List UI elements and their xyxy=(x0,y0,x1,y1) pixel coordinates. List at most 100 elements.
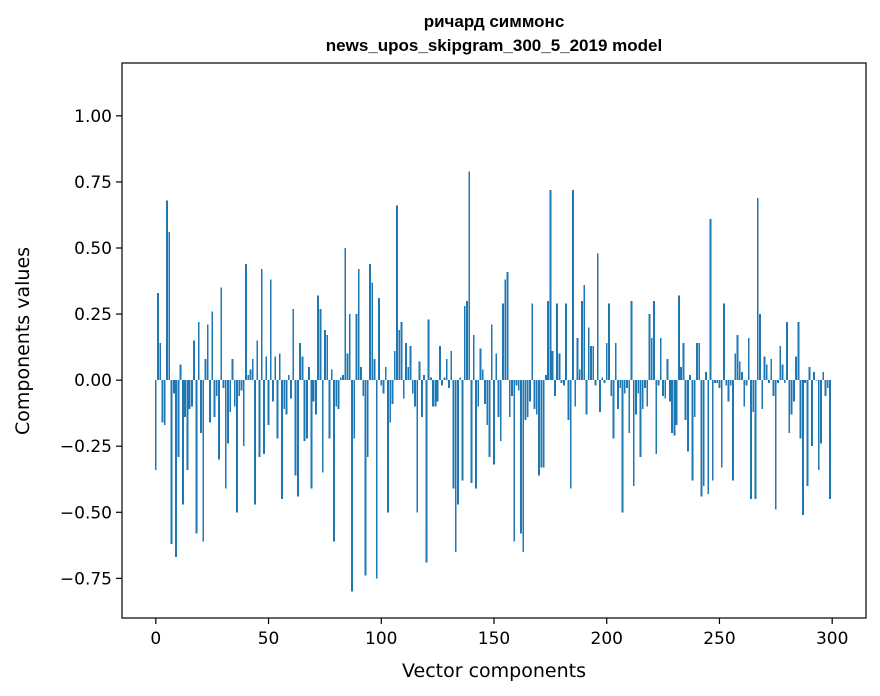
bar-54 xyxy=(276,380,279,439)
bar-30 xyxy=(222,380,225,389)
bar-261 xyxy=(743,380,746,407)
x-tick-label: 300 xyxy=(816,629,848,649)
bar-80 xyxy=(335,380,338,407)
bar-254 xyxy=(727,380,730,402)
bar-99 xyxy=(378,298,380,381)
bar-9 xyxy=(175,380,178,558)
bar-219 xyxy=(648,314,651,381)
bar-16 xyxy=(190,380,193,407)
bar-201 xyxy=(608,303,610,381)
bar-68 xyxy=(308,366,311,381)
bar-181 xyxy=(562,380,565,386)
x-tick-label: 200 xyxy=(591,629,623,649)
bar-5 xyxy=(166,200,168,381)
bar-234 xyxy=(682,343,685,381)
bar-215 xyxy=(639,380,642,457)
bar-262 xyxy=(745,380,748,386)
bar-110 xyxy=(402,380,405,399)
bar-77 xyxy=(328,380,331,439)
bar-273 xyxy=(770,359,773,381)
x-tick-label: 0 xyxy=(150,629,161,649)
x-tick-label: 150 xyxy=(478,629,510,649)
bar-145 xyxy=(481,369,484,381)
x-tick-label: 250 xyxy=(703,629,735,649)
bar-0 xyxy=(154,380,157,470)
bar-4 xyxy=(163,380,166,426)
bar-75 xyxy=(324,329,326,381)
bar-185 xyxy=(572,189,574,381)
bar-202 xyxy=(610,380,613,396)
bar-223 xyxy=(657,380,660,386)
bar-129 xyxy=(445,359,448,381)
bar-41 xyxy=(247,374,250,381)
bar-275 xyxy=(774,380,777,510)
bar-170 xyxy=(538,380,540,476)
bar-125 xyxy=(436,380,439,402)
bar-87 xyxy=(351,380,353,592)
bar-240 xyxy=(696,343,698,381)
bar-115 xyxy=(414,380,416,407)
y-tick-label: −0.50 xyxy=(60,503,112,523)
bar-228 xyxy=(668,380,671,402)
bar-180 xyxy=(560,380,563,383)
bar-284 xyxy=(795,356,798,381)
bar-17 xyxy=(193,340,196,381)
bar-220 xyxy=(650,337,653,381)
bar-296 xyxy=(822,372,825,381)
bar-49 xyxy=(265,356,268,381)
bar-163 xyxy=(522,380,525,552)
bar-225 xyxy=(662,380,664,396)
bar-227 xyxy=(666,359,669,381)
bar-179 xyxy=(558,353,561,381)
bar-56 xyxy=(281,380,283,500)
bar-217 xyxy=(644,380,646,389)
bar-187 xyxy=(576,337,579,381)
bar-208 xyxy=(623,380,626,394)
bar-134 xyxy=(457,380,459,505)
bar-89 xyxy=(355,314,358,381)
bar-113 xyxy=(409,345,412,381)
bar-140 xyxy=(470,380,473,484)
bar-139 xyxy=(468,171,471,381)
bar-263 xyxy=(747,337,750,381)
bar-70 xyxy=(312,380,315,402)
bar-116 xyxy=(416,380,419,513)
bar-120 xyxy=(425,380,428,563)
bar-177 xyxy=(553,380,556,396)
bar-43 xyxy=(251,359,254,381)
bar-13 xyxy=(184,380,187,418)
bar-203 xyxy=(612,380,615,439)
bar-105 xyxy=(391,380,394,404)
bar-146 xyxy=(484,380,486,404)
bar-211 xyxy=(630,300,633,381)
chart-subtitle: news_upos_skipgram_300_5_2019 model xyxy=(326,36,662,55)
bar-214 xyxy=(637,380,640,394)
bar-299 xyxy=(829,380,831,500)
bar-22 xyxy=(204,359,207,381)
bar-209 xyxy=(626,380,628,389)
bar-73 xyxy=(319,308,322,381)
bar-81 xyxy=(337,380,340,410)
bar-92 xyxy=(362,380,365,396)
bar-32 xyxy=(227,380,229,444)
bar-69 xyxy=(310,380,313,489)
bar-200 xyxy=(605,343,608,381)
bar-118 xyxy=(420,380,423,418)
bar-249 xyxy=(716,380,719,383)
x-axis: 0 50 100 150 200 250 300 xyxy=(150,618,848,649)
bar-109 xyxy=(400,322,403,381)
bar-267 xyxy=(756,197,759,381)
bar-71 xyxy=(314,380,317,415)
bar-184 xyxy=(569,380,572,489)
bar-28 xyxy=(218,380,220,460)
bar-186 xyxy=(574,380,577,407)
bar-141 xyxy=(472,335,475,381)
bar-82 xyxy=(339,377,342,381)
bar-230 xyxy=(673,380,676,436)
bar-40 xyxy=(245,263,247,381)
bar-158 xyxy=(511,380,513,396)
bar-57 xyxy=(283,380,286,410)
bar-50 xyxy=(267,380,270,426)
bar-192 xyxy=(587,327,590,381)
bar-149 xyxy=(490,324,493,381)
